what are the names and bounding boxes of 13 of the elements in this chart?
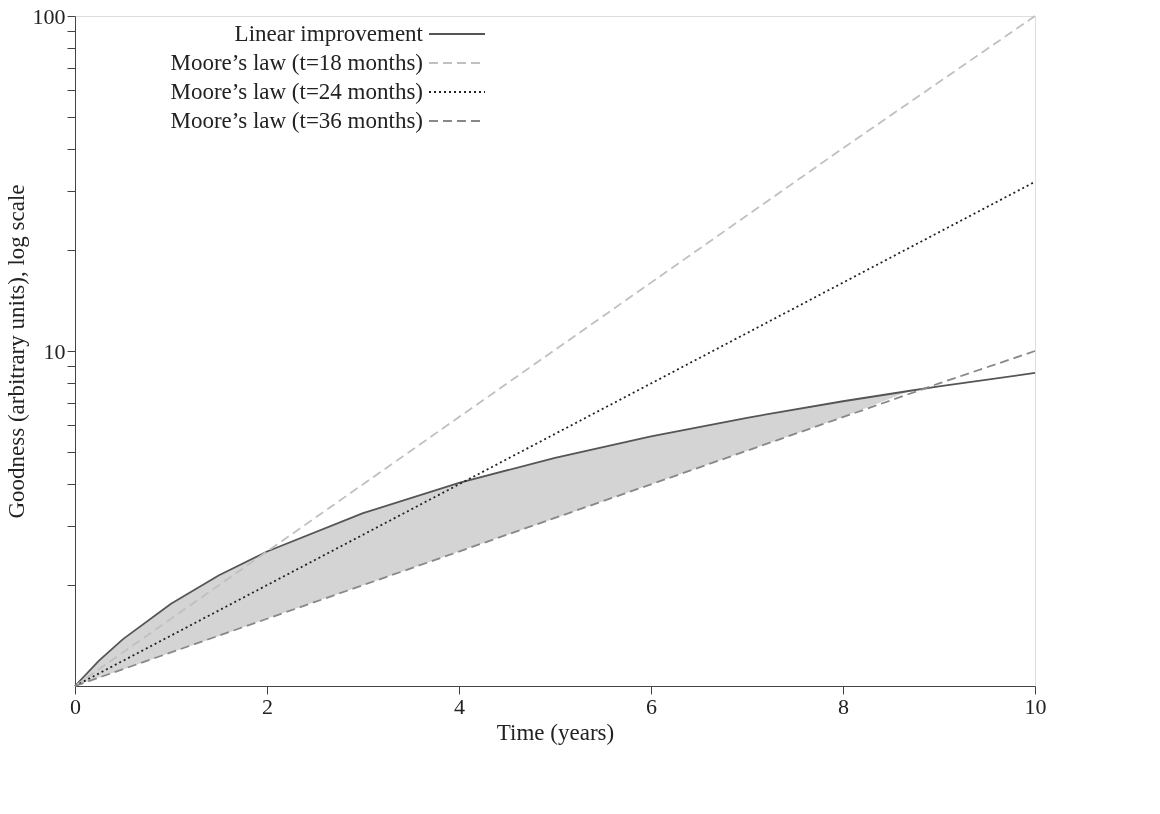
x-tick-label: 2 bbox=[262, 693, 273, 719]
legend-label: Moore’s law (t=36 months) bbox=[170, 108, 423, 133]
legend-label: Linear improvement bbox=[234, 21, 424, 46]
x-tick-label: 10 bbox=[1024, 693, 1047, 719]
x-tick-label: 6 bbox=[646, 693, 657, 719]
x-tick-label: 8 bbox=[838, 693, 849, 719]
x-axis-title: Time (years) bbox=[496, 719, 615, 745]
x-tick-label: 4 bbox=[454, 693, 465, 719]
legend-label: Moore’s law (t=18 months) bbox=[170, 50, 423, 75]
y-axis-title: Goodness (arbitrary units), log scale bbox=[3, 184, 29, 519]
x-tick-label: 0 bbox=[70, 693, 81, 719]
y-tick-label: 100 bbox=[32, 3, 66, 29]
legend-label: Moore’s law (t=24 months) bbox=[170, 79, 423, 104]
